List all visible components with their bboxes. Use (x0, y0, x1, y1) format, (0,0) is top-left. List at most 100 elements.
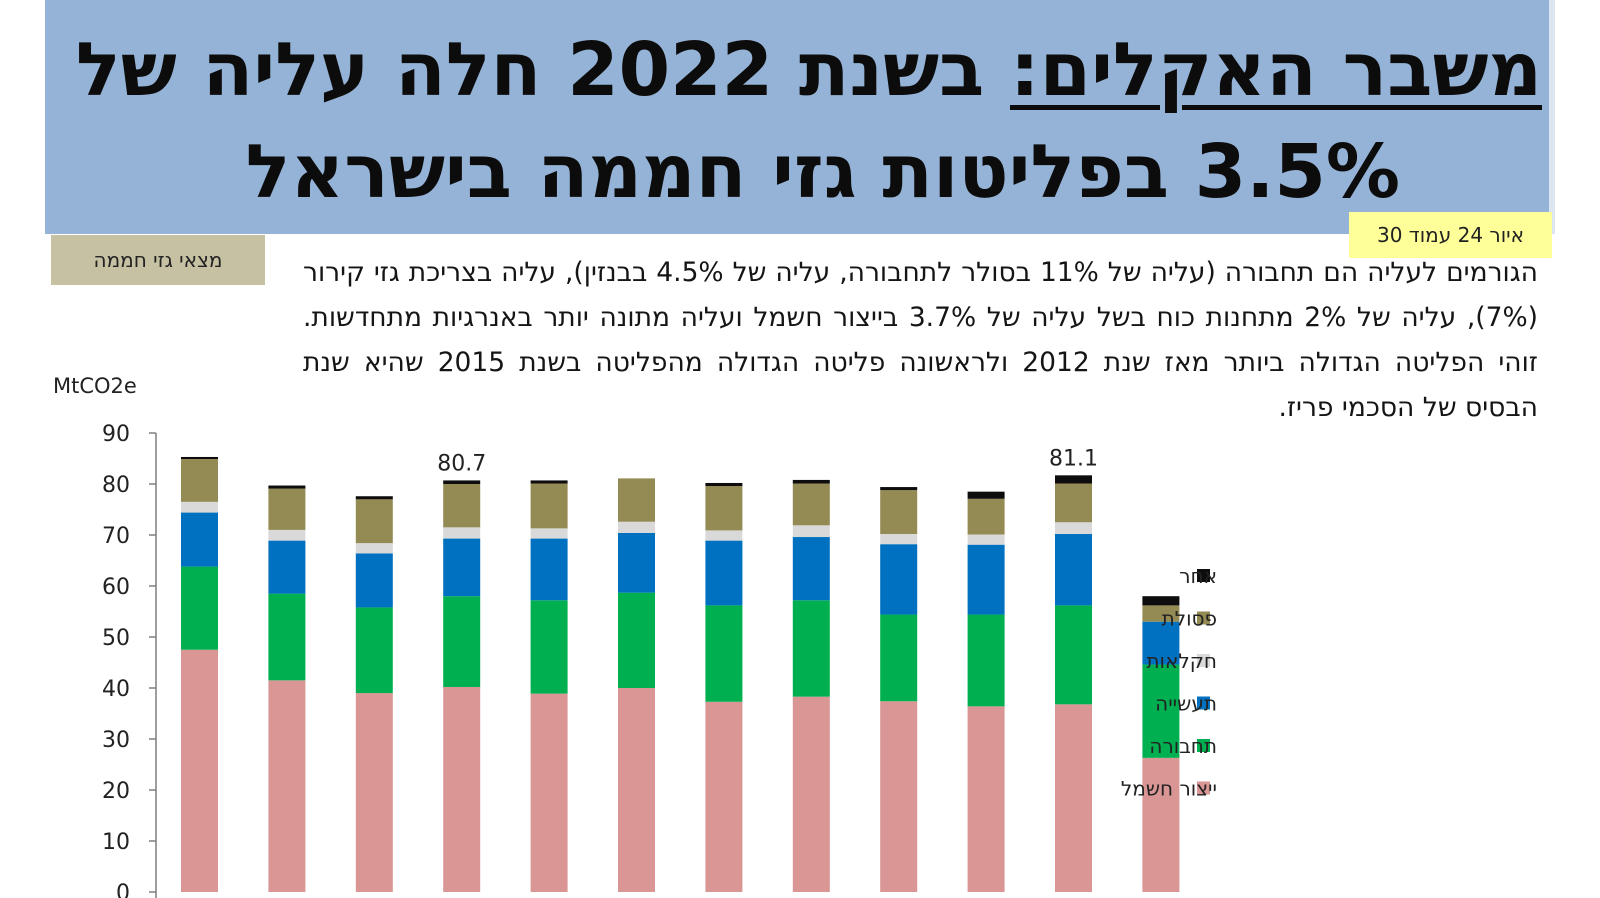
bar-segment (530, 528, 568, 539)
bar-segment (181, 501, 218, 513)
chart-legend: אחר פסולת חקלאות תעשייה תחבורה ייצור חשמל (1121, 564, 1217, 801)
legend-label: תחבורה (1149, 734, 1217, 758)
bar-segment (443, 686, 481, 892)
bar-segment (443, 538, 481, 597)
y-tick-label: 10 (102, 830, 130, 855)
legend-swatch (1197, 739, 1210, 752)
bar-segment (792, 525, 830, 538)
bar-segment (1055, 522, 1092, 534)
legend-label: אחר (1179, 564, 1217, 588)
chart-bars (181, 456, 1180, 892)
y-axis: 0 10 20 30 40 50 60 70 80 90 (102, 422, 157, 898)
y-tick-label: 40 (102, 677, 130, 702)
bar-segment (880, 490, 918, 534)
bar-segment (705, 540, 743, 606)
bar-segment (880, 614, 918, 702)
legend-swatch (1197, 569, 1210, 582)
bar-segment (1055, 483, 1092, 523)
bar-segment (1055, 475, 1092, 484)
bar-segment (181, 512, 218, 567)
legend-label: תעשייה (1155, 692, 1217, 716)
legend-label: פסולת (1162, 607, 1217, 631)
bar-segment (618, 688, 655, 892)
bar-segment (1142, 605, 1180, 622)
bar-segment (618, 478, 655, 522)
legend-swatch (1197, 696, 1210, 710)
bar-segment (181, 566, 218, 650)
y-tick-label: 60 (102, 575, 130, 600)
bar-segment (443, 480, 481, 484)
bar-segment (967, 534, 1005, 545)
bar-segment (355, 496, 393, 500)
bar-segment (268, 593, 306, 681)
bar-segment (181, 456, 218, 460)
bar-segment (618, 532, 655, 593)
y-tick-label: 90 (102, 422, 130, 447)
bar-segment (530, 693, 568, 892)
bar-segment (967, 706, 1005, 892)
bar-segment (792, 483, 830, 526)
legend-swatch (1197, 611, 1210, 625)
bar-segment (1055, 533, 1092, 606)
bar-segment (618, 592, 655, 688)
y-tick-label: 20 (102, 779, 130, 804)
legend-swatch (1197, 781, 1210, 795)
bar-segment (880, 544, 918, 615)
title-headline: בשנת 2022 חלה עליה של (75, 27, 1011, 113)
bar-segment (1055, 605, 1092, 705)
bar-segment (792, 696, 830, 892)
bar-segment (355, 693, 393, 892)
bar-segment (705, 530, 743, 541)
bar-segment (268, 488, 306, 530)
bar-segment (967, 614, 1005, 707)
bar-segment (880, 533, 918, 545)
bar-segment (268, 680, 306, 892)
title-topic: משבר האקלים: (1010, 27, 1542, 113)
bar-segment (1142, 596, 1180, 606)
bar-segment (268, 485, 306, 489)
bar-segment (355, 499, 393, 544)
bar-segment (530, 600, 568, 694)
bar-data-label: 81.1 (1049, 446, 1098, 471)
bar-segment (792, 600, 830, 697)
category-tag: מצאי גזי חממה (51, 235, 265, 285)
title-line-2: 3.5% בפליטות גזי חממה בישראל (245, 129, 1400, 215)
data-labels: 80.7 81.1 (437, 446, 1098, 476)
y-tick-label: 80 (102, 473, 130, 498)
bar-data-label: 80.7 (437, 451, 486, 476)
bar-segment (268, 540, 306, 594)
bar-segment (705, 701, 743, 892)
title-line-1: משבר האקלים: בשנת 2022 חלה עליה של (76, 26, 1542, 114)
y-tick-label: 50 (102, 626, 130, 651)
bar-segment (530, 538, 568, 601)
bar-segment (181, 459, 218, 502)
y-tick-label: 70 (102, 524, 130, 549)
bar-segment (355, 607, 393, 694)
bar-segment (268, 529, 306, 541)
bar-segment (1055, 704, 1092, 892)
bar-segment (355, 553, 393, 608)
bar-segment (443, 527, 481, 539)
bar-segment (1142, 621, 1180, 665)
bar-segment (705, 486, 743, 531)
bar-segment (181, 649, 218, 892)
bar-segment (705, 605, 743, 702)
y-tick-label: 30 (102, 728, 130, 753)
bar-segment (705, 482, 743, 487)
bar-segment (880, 487, 918, 491)
source-tag: איור 24 עמוד 30 (1349, 212, 1552, 258)
bar-segment (443, 596, 481, 687)
bar-segment (792, 479, 830, 484)
bar-segment (443, 484, 481, 528)
legend-label: חקלאות (1146, 649, 1217, 673)
bar-segment (967, 491, 1005, 499)
bar-segment (967, 544, 1005, 615)
bar-segment (1142, 757, 1180, 892)
bar-segment (530, 483, 568, 529)
legend-label: ייצור חשמל (1121, 777, 1217, 801)
title-banner (45, 0, 1555, 234)
bar-segment (792, 537, 830, 601)
bar-segment (618, 521, 655, 533)
bar-segment (1142, 664, 1180, 758)
